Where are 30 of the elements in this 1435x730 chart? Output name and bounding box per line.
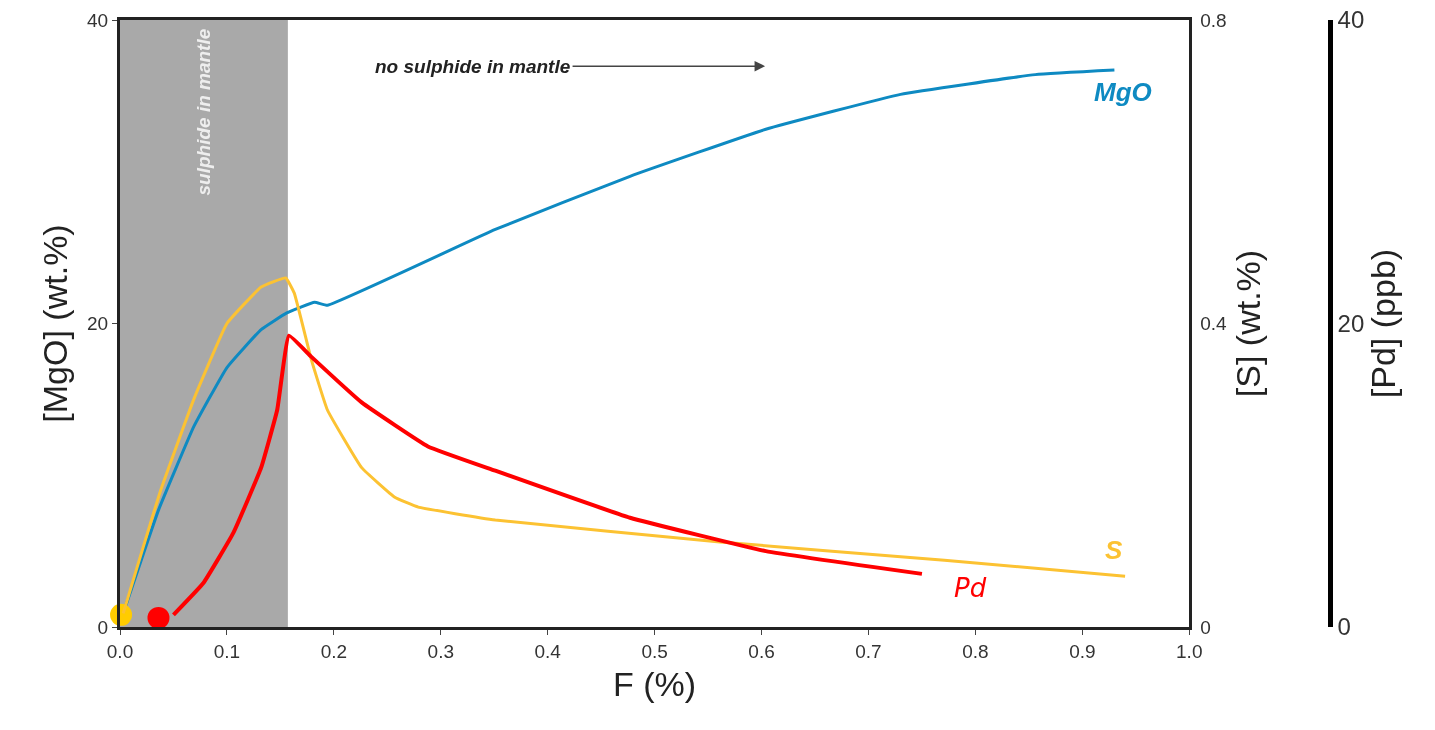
y3-tick-label: 20 (1337, 309, 1365, 337)
x-tick-label: 0.6 (748, 640, 775, 662)
series-label: Pd (954, 573, 987, 603)
line-series (171, 333, 924, 617)
band-label: sulphide in mantle (193, 28, 215, 196)
x-tick-label: 0.5 (641, 640, 668, 662)
y3-tick-label: 40 (1337, 6, 1365, 34)
y2-axis-title: [S] (wt.%) (1229, 249, 1268, 398)
x-tick-label: 0.7 (855, 640, 882, 662)
y-tick-label: 0 (97, 616, 109, 638)
y3-axis-title: [Pd] (ppb) (1364, 248, 1403, 399)
x-tick-label: 0.0 (106, 640, 134, 662)
x-tick-label: 0.2 (320, 640, 348, 662)
y-tick-label: 40 (87, 9, 109, 31)
x-tick-label: 0.9 (1069, 640, 1096, 662)
x-axis-title: F (%) (613, 665, 697, 704)
x-tick-label: 0.1 (213, 640, 241, 662)
y2-tick-label: 0.8 (1200, 9, 1227, 31)
x-tick-label: 0.3 (427, 640, 454, 662)
y-axis-title: [MgO] (wt.%) (35, 224, 74, 423)
series-label: MgO (1094, 77, 1152, 107)
y2-tick-label: 0.4 (1200, 313, 1228, 335)
annotation: no sulphide in mantle (375, 56, 571, 77)
y2-tick-label: 0 (1200, 616, 1211, 638)
y-tick-label: 20 (87, 313, 109, 335)
x-tick-label: 0.8 (962, 640, 989, 662)
series-label: S (1105, 535, 1123, 565)
x-tick-label: 1.0 (1176, 640, 1203, 662)
y3-tick-label: 0 (1337, 613, 1351, 641)
x-tick-label: 0.4 (534, 640, 562, 662)
